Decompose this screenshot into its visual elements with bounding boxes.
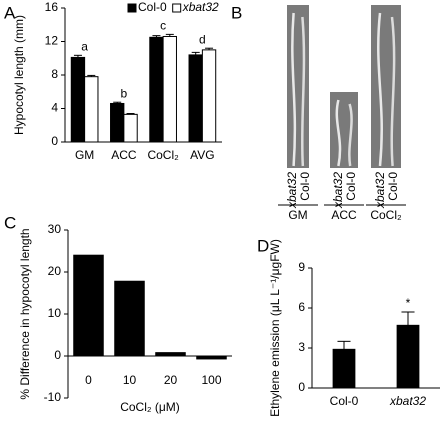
y-tick-label: 12 bbox=[45, 34, 59, 48]
annotation: d bbox=[199, 32, 206, 46]
x-tick-label: 20 bbox=[164, 373, 178, 387]
bar bbox=[114, 280, 145, 357]
y-tick-label: 10 bbox=[48, 306, 62, 320]
lane-label: xbat32 bbox=[285, 172, 299, 209]
y-axis-label: Ethylene emission (μL L⁻¹/μgFW) bbox=[268, 239, 282, 417]
y-tick-label: 4 bbox=[51, 101, 58, 115]
x-tick-label: CoCl₂ bbox=[147, 148, 179, 162]
seedling bbox=[300, 16, 306, 167]
x-tick-label: 0 bbox=[85, 373, 92, 387]
seedling bbox=[291, 12, 297, 167]
seedling bbox=[335, 99, 342, 167]
legend-label: xbat32 bbox=[182, 0, 219, 14]
seedling bbox=[348, 103, 353, 167]
annotation: b bbox=[121, 86, 128, 100]
annotation: a bbox=[81, 39, 88, 53]
y-tick-label: 9 bbox=[298, 260, 305, 274]
panel-letter: C bbox=[4, 213, 16, 232]
group-label: CoCl₂ bbox=[370, 208, 402, 222]
annotation: c bbox=[160, 19, 166, 33]
panel-letter: D bbox=[257, 236, 269, 255]
lane-label: Col-0 bbox=[386, 172, 400, 201]
bar bbox=[70, 56, 86, 143]
legend-swatch bbox=[127, 3, 137, 13]
y-tick-label: -10 bbox=[44, 390, 62, 404]
lane-label: xbat32 bbox=[331, 172, 345, 209]
annotation: * bbox=[406, 296, 411, 310]
y-tick-label: 0 bbox=[51, 134, 58, 148]
seedling bbox=[390, 16, 396, 167]
y-tick-label: 0 bbox=[54, 348, 61, 362]
panel-letter: B bbox=[231, 3, 242, 22]
lane-label: Col-0 bbox=[344, 172, 358, 201]
bar bbox=[332, 348, 356, 389]
seedling-photo bbox=[287, 5, 309, 168]
y-tick-label: 8 bbox=[51, 67, 58, 81]
x-tick-label: ACC bbox=[111, 148, 137, 162]
y-tick-label: 6 bbox=[298, 300, 305, 314]
x-tick-label: AVG bbox=[190, 148, 214, 162]
x-tick-label: GM bbox=[75, 148, 94, 162]
bar bbox=[396, 324, 420, 389]
y-tick-label: 0 bbox=[298, 380, 305, 394]
x-axis-label: CoCl₂ (μM) bbox=[120, 400, 180, 414]
legend-label: Col-0 bbox=[138, 0, 167, 14]
lane-label: xbat32 bbox=[373, 172, 387, 209]
bar bbox=[123, 113, 138, 143]
x-tick-label: Col-0 bbox=[330, 394, 359, 408]
seedling bbox=[377, 12, 383, 167]
group-label: GM bbox=[288, 208, 307, 222]
y-axis-label: % Difference in hypocotyl length bbox=[18, 228, 32, 399]
legend-swatch bbox=[172, 3, 182, 13]
x-tick-label: 100 bbox=[201, 373, 221, 387]
bar bbox=[110, 102, 125, 143]
bar bbox=[155, 352, 186, 357]
bar bbox=[149, 36, 164, 143]
bar bbox=[84, 76, 99, 143]
bar bbox=[73, 254, 104, 357]
y-tick-label: 3 bbox=[298, 340, 305, 354]
bar bbox=[162, 35, 177, 143]
bar bbox=[188, 54, 203, 143]
group-label: ACC bbox=[331, 208, 357, 222]
y-tick-label: 30 bbox=[48, 222, 62, 236]
y-tick-label: 16 bbox=[45, 0, 59, 14]
lane-label: Col-0 bbox=[298, 172, 312, 201]
panel-letter: A bbox=[4, 3, 16, 22]
x-tick-label: 10 bbox=[123, 373, 137, 387]
x-tick-label: xbat32 bbox=[389, 394, 426, 408]
bar bbox=[201, 49, 217, 143]
y-axis-label: Hypocotyl length (mm) bbox=[12, 15, 26, 135]
seedling-photo bbox=[330, 92, 358, 168]
bar bbox=[196, 355, 227, 360]
y-tick-label: 20 bbox=[48, 264, 62, 278]
seedling-photo bbox=[371, 5, 401, 168]
